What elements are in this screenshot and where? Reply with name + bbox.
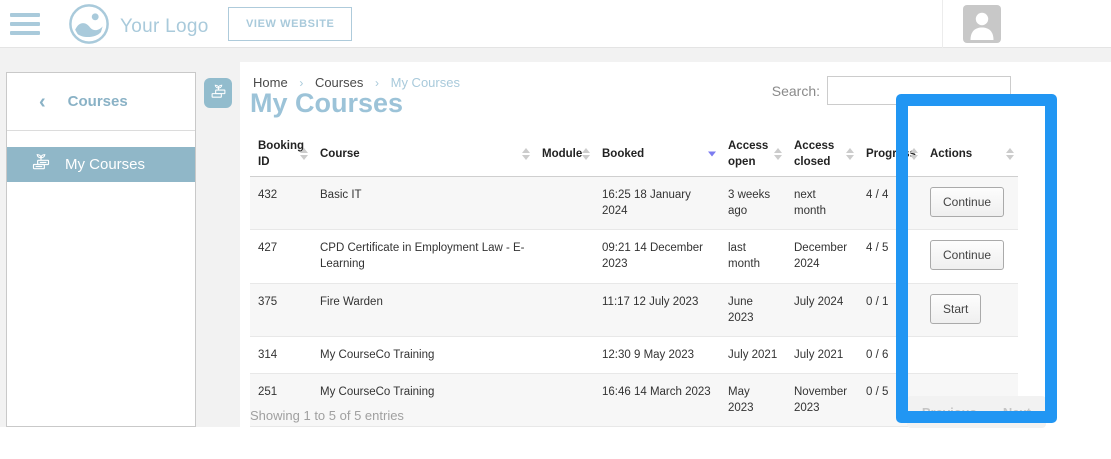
cell-progress: 4 / 4 — [858, 176, 922, 231]
column-header-access-open[interactable]: Access open — [720, 132, 786, 178]
breadcrumb-home[interactable]: Home — [253, 75, 288, 90]
breadcrumb: Home › Courses › My Courses — [253, 75, 460, 90]
cell-actions: Start — [922, 283, 1018, 337]
cell-access-open: June 2023 — [720, 283, 786, 337]
column-header-module[interactable]: Module — [534, 132, 594, 178]
sort-icon — [846, 148, 854, 161]
cell-booking-id: 251 — [250, 373, 312, 428]
breadcrumb-courses[interactable]: Courses — [314, 75, 364, 90]
cell-booking-id: 375 — [250, 283, 312, 337]
cell-booking-id: 427 — [250, 229, 312, 284]
column-header-booked[interactable]: Booked — [594, 132, 720, 178]
sort-icon — [1006, 148, 1014, 161]
logo-text: Your Logo — [120, 15, 209, 37]
courses-books-icon — [210, 83, 227, 103]
chevron-right-icon: › — [374, 76, 379, 90]
cell-booked: 16:25 18 January 2024 — [594, 176, 720, 231]
cell-progress: 0 / 6 — [858, 336, 922, 374]
cell-actions — [922, 336, 1018, 374]
sidebar-item-label: My Courses — [65, 156, 146, 173]
cell-course: CPD Certificate in Employment Law - E-Le… — [312, 229, 534, 284]
continue-course-button[interactable]: Continue — [930, 240, 1005, 271]
courses-table: Booking ID Course Module Booked Access o… — [250, 132, 1018, 428]
cell-actions: Continue — [922, 229, 1018, 284]
top-header-bar: Your Logo VIEW WEBSITE — [0, 0, 1111, 48]
cell-booking-id: 314 — [250, 336, 312, 374]
chevron-right-icon: › — [299, 76, 304, 90]
cell-booked: 12:30 9 May 2023 — [594, 336, 720, 374]
next-page-button[interactable]: Next — [1002, 404, 1031, 420]
sidebar-item-my-courses[interactable]: My Courses — [7, 147, 195, 182]
courses-table-body: 432 Basic IT 16:25 18 January 2024 3 weeks … — [250, 176, 1018, 428]
cell-booked: 16:46 14 March 2023 — [594, 373, 720, 428]
column-header-progress[interactable]: Progress — [858, 132, 922, 178]
search-input[interactable] — [827, 76, 1011, 105]
cell-module — [534, 336, 594, 374]
cell-access-open: July 2021 — [720, 336, 786, 374]
cell-booked: 11:17 12 July 2023 — [594, 283, 720, 337]
sort-desc-active-icon — [708, 151, 716, 157]
table-search: Search: — [772, 76, 1011, 105]
sort-icon — [582, 148, 590, 161]
cell-access-open: last month — [720, 229, 786, 284]
sidebar-menu: ‹ Courses My Courses — [6, 72, 196, 427]
logo-image-icon — [68, 3, 110, 50]
logo[interactable]: Your Logo — [68, 3, 209, 50]
cell-access-closed: July 2021 — [786, 336, 858, 374]
sort-icon — [774, 148, 782, 161]
cell-module — [534, 229, 594, 284]
cell-access-open: 3 weeks ago — [720, 176, 786, 231]
table-header-row: Booking ID Course Module Booked Access o… — [250, 132, 1018, 178]
breadcrumb-my-courses: My Courses — [390, 75, 460, 90]
sidebar-toggle-button[interactable] — [204, 78, 232, 108]
continue-course-button[interactable]: Continue — [930, 187, 1005, 218]
main-content: Home › Courses › My Courses My Courses S… — [240, 62, 1111, 459]
start-course-button[interactable]: Start — [930, 293, 982, 324]
sidebar-back-courses[interactable]: ‹ Courses — [7, 73, 195, 131]
column-header-actions[interactable]: Actions — [922, 132, 1018, 178]
cell-access-open: May 2023 — [720, 373, 786, 428]
search-label: Search: — [771, 82, 820, 99]
hamburger-menu-icon[interactable] — [10, 13, 40, 35]
cell-course: My CourseCo Training — [312, 373, 534, 428]
user-avatar[interactable] — [963, 5, 1001, 43]
column-header-access-closed[interactable]: Access closed — [786, 132, 858, 178]
pagination: Previous Next — [906, 396, 1046, 428]
top-gutter-background — [240, 48, 1111, 62]
table-row: 432 Basic IT 16:25 18 January 2024 3 weeks … — [250, 176, 1018, 231]
cell-progress: 0 / 1 — [858, 283, 922, 337]
cell-access-closed: November 2023 — [786, 373, 858, 428]
cell-course: Basic IT — [312, 176, 534, 231]
chevron-left-icon: ‹ — [39, 90, 46, 113]
cell-booking-id: 432 — [250, 176, 312, 231]
cell-access-closed: December 2024 — [786, 229, 858, 284]
cell-progress: 4 / 5 — [858, 229, 922, 284]
cell-course: My CourseCo Training — [312, 336, 534, 374]
sort-icon — [300, 148, 308, 161]
cell-module — [534, 176, 594, 231]
column-header-booking-id[interactable]: Booking ID — [250, 132, 312, 178]
cell-access-closed: July 2024 — [786, 283, 858, 337]
cell-actions: Continue — [922, 176, 1018, 231]
courses-books-icon — [31, 152, 51, 177]
cell-access-closed: next month — [786, 176, 858, 231]
header-divider — [942, 0, 943, 48]
showing-entries-text: Showing 1 to 5 of 5 entries — [250, 408, 404, 423]
page-title: My Courses — [250, 88, 404, 118]
sort-icon — [910, 148, 918, 161]
table-row: 314 My CourseCo Training 12:30 9 May 2023 J… — [250, 336, 1018, 374]
table-row: 427 CPD Certificate in Employment Law - E… — [250, 229, 1018, 284]
cell-module — [534, 283, 594, 337]
cell-module — [534, 373, 594, 428]
view-website-button[interactable]: VIEW WEBSITE — [228, 7, 353, 41]
previous-page-button[interactable]: Previous — [921, 404, 977, 420]
sort-icon — [522, 148, 530, 161]
column-header-course[interactable]: Course — [312, 132, 534, 178]
sidebar-back-label: Courses — [67, 93, 128, 110]
cell-course: Fire Warden — [312, 283, 534, 337]
cell-booked: 09:21 14 December 2023 — [594, 229, 720, 284]
table-row: 375 Fire Warden 11:17 12 July 2023 June 202… — [250, 283, 1018, 337]
